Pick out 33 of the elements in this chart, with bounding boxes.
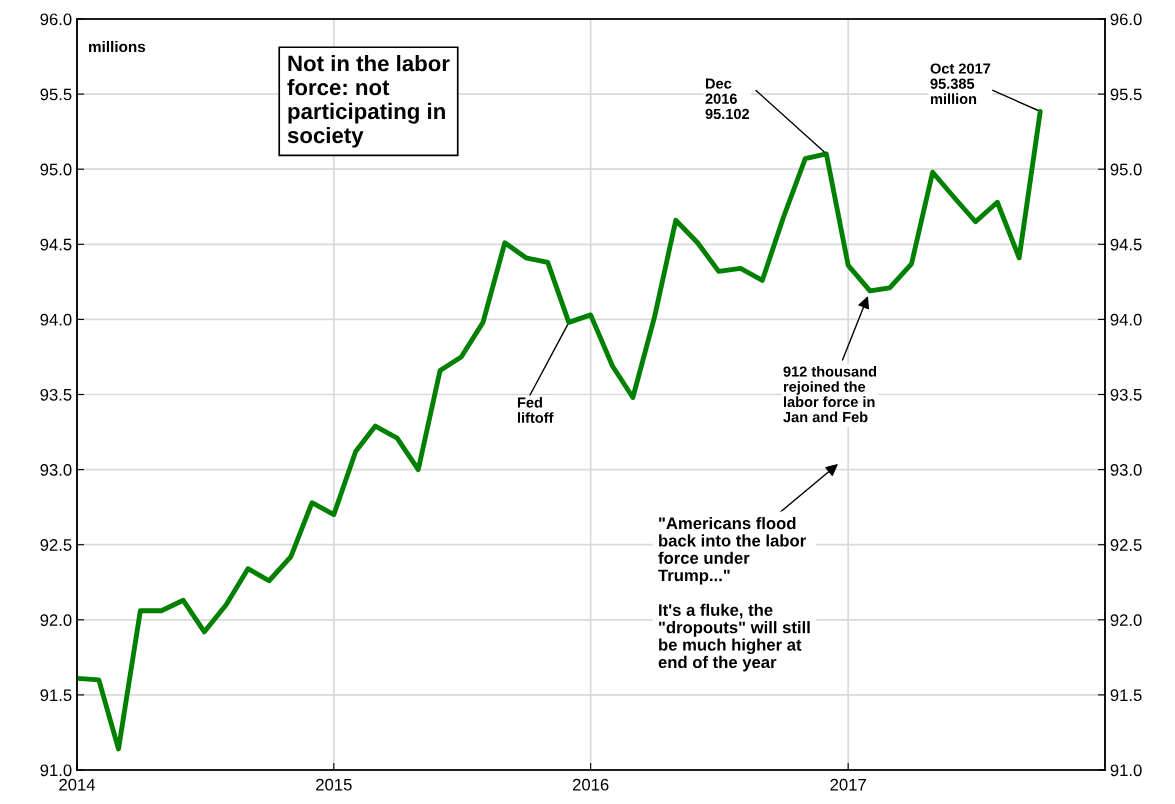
y-tick-label: 94.0 — [40, 313, 72, 326]
annotation: 912 thousand rejoined the labor force in Jan and Feb — [783, 366, 877, 423]
y-tick-label: 93.5 — [40, 388, 72, 401]
y-tick-label: 94.5 — [40, 238, 72, 251]
y-tick-label: 95.0 — [40, 163, 72, 176]
x-tick-label: 2016 — [572, 778, 609, 791]
y-tick-label: 96.0 — [40, 13, 72, 26]
y2-tick-label: 91.0 — [1110, 764, 1142, 777]
annotation: "Americans flood back into the labor force under Trump..." It's a fluke, the "dropouts" will still be much higher at end of the year — [658, 517, 810, 672]
y2-tick-label: 95.0 — [1110, 163, 1142, 176]
y2-tick-label: 94.5 — [1110, 238, 1142, 251]
x-tick-label: 2015 — [316, 778, 352, 791]
x-tick-label: 2014 — [59, 778, 96, 791]
annotation: Oct 2017 95.385 million — [930, 63, 991, 105]
y-tick-label: 93.0 — [40, 464, 72, 476]
y2-tick-label: 95.5 — [1110, 88, 1142, 101]
y2-tick-label: 91.5 — [1110, 689, 1142, 702]
y2-tick-label: 94.0 — [1110, 313, 1142, 326]
y2-tick-label: 93.0 — [1110, 464, 1142, 476]
x-tick-label: 2017 — [830, 778, 866, 791]
y2-tick-label: 92.5 — [1110, 539, 1142, 551]
y-tick-label: 91.0 — [40, 764, 72, 777]
y-tick-label: 92.5 — [40, 539, 72, 551]
y-tick-label: 95.5 — [40, 88, 72, 101]
annotation: Dec 2016 95.102 — [705, 78, 750, 120]
y2-tick-label: 93.5 — [1110, 388, 1142, 401]
annotation: Fed liftoff — [517, 397, 554, 423]
y2-tick-label: 92.0 — [1110, 614, 1142, 626]
y2-tick-label: 96.0 — [1110, 13, 1142, 26]
y-tick-label: 91.5 — [40, 689, 72, 702]
y-axis-title: millions — [89, 40, 146, 53]
y-tick-label: 92.0 — [40, 614, 72, 626]
text: Not in the labor force: not participating in society — [287, 55, 450, 148]
